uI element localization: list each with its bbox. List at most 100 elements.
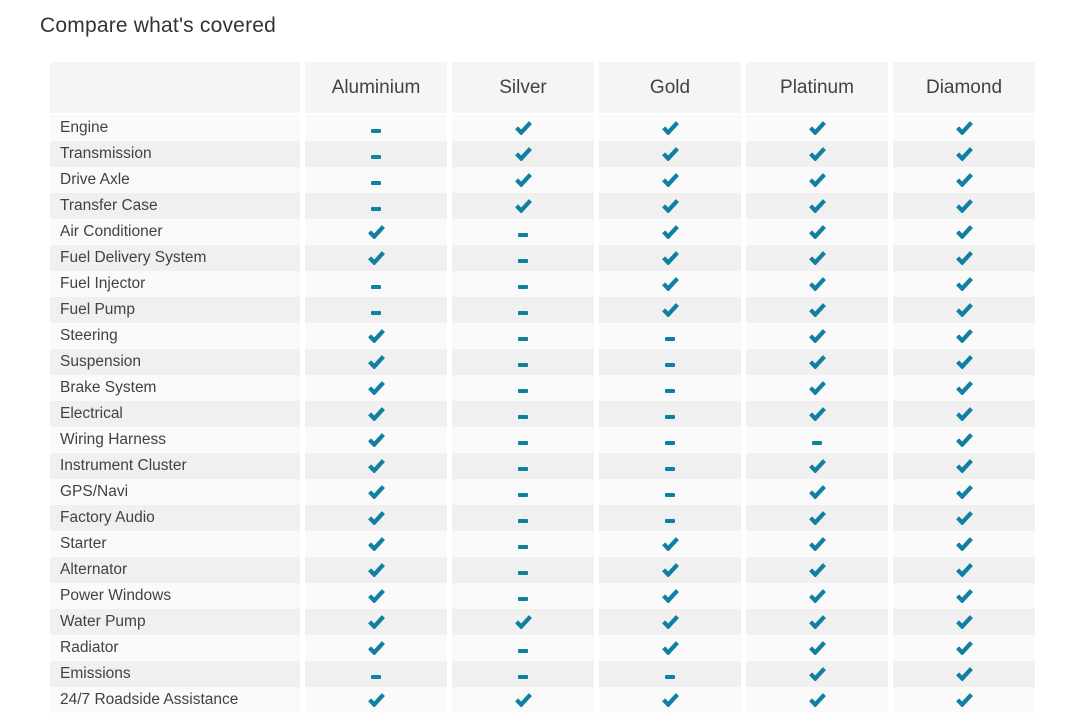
check-icon [808,147,826,161]
row-label: Factory Audio [50,505,300,531]
check-icon [955,459,973,473]
coverage-cell [599,349,741,375]
coverage-cell [599,687,741,713]
coverage-cell [599,115,741,141]
dash-icon [812,441,822,445]
check-icon [661,589,679,603]
coverage-cell [452,401,594,427]
check-icon [661,173,679,187]
check-icon [661,303,679,317]
dash-icon [665,519,675,523]
check-icon [955,537,973,551]
coverage-cell [746,635,888,661]
coverage-cell [305,219,447,245]
row-label: Electrical [50,401,300,427]
row-label: Wiring Harness [50,427,300,453]
coverage-cell [746,297,888,323]
check-icon [661,277,679,291]
check-icon [955,693,973,707]
check-icon [808,537,826,551]
row-label: Starter [50,531,300,557]
check-icon [661,199,679,213]
column-header-blank [50,62,300,113]
check-icon [955,589,973,603]
coverage-cell [305,401,447,427]
coverage-cell [746,661,888,687]
dash-icon [518,597,528,601]
check-icon [367,693,385,707]
row-label: Fuel Pump [50,297,300,323]
dash-icon [518,493,528,497]
dash-icon [371,285,381,289]
dash-icon [371,675,381,679]
dash-icon [518,285,528,289]
coverage-cell [305,609,447,635]
coverage-cell [452,245,594,271]
coverage-cell [893,141,1035,167]
coverage-cell [452,349,594,375]
coverage-cell [599,427,741,453]
coverage-cell [305,635,447,661]
check-icon [514,693,532,707]
coverage-cell [452,635,594,661]
column-header-diamond: Diamond [893,62,1035,113]
coverage-cell [305,245,447,271]
check-icon [514,121,532,135]
row-label: Power Windows [50,583,300,609]
coverage-cell [746,505,888,531]
dash-icon [518,467,528,471]
dash-icon [518,337,528,341]
row-label: Air Conditioner [50,219,300,245]
check-icon [955,381,973,395]
coverage-cell [452,193,594,219]
coverage-cell [599,193,741,219]
coverage-cell [452,505,594,531]
coverage-cell [599,297,741,323]
coverage-cell [746,375,888,401]
check-icon [661,563,679,577]
coverage-cell [452,375,594,401]
check-icon [808,693,826,707]
check-icon [367,589,385,603]
check-icon [661,537,679,551]
check-icon [808,641,826,655]
coverage-cell [893,115,1035,141]
check-icon [808,511,826,525]
coverage-cell [746,557,888,583]
coverage-cell [893,635,1035,661]
check-icon [808,121,826,135]
check-icon [367,537,385,551]
coverage-cell [746,323,888,349]
coverage-cell [746,479,888,505]
check-icon [955,667,973,681]
coverage-cell [305,505,447,531]
coverage-cell [599,141,741,167]
check-icon [514,615,532,629]
row-label: Transmission [50,141,300,167]
coverage-cell [305,583,447,609]
check-icon [808,355,826,369]
coverage-cell [893,609,1035,635]
check-icon [955,121,973,135]
row-label: Fuel Delivery System [50,245,300,271]
dash-icon [518,233,528,237]
column-header-silver: Silver [452,62,594,113]
dash-icon [371,155,381,159]
coverage-cell [452,479,594,505]
row-label: Instrument Cluster [50,453,300,479]
coverage-cell [746,401,888,427]
coverage-cell [599,219,741,245]
coverage-cell [452,687,594,713]
coverage-cell [746,583,888,609]
check-icon [808,485,826,499]
coverage-cell [452,453,594,479]
row-label: Brake System [50,375,300,401]
coverage-cell [452,271,594,297]
check-icon [808,381,826,395]
column-header-aluminium: Aluminium [305,62,447,113]
coverage-cell [893,583,1035,609]
check-icon [808,225,826,239]
coverage-cell [893,479,1035,505]
dash-icon [371,207,381,211]
coverage-cell [746,245,888,271]
